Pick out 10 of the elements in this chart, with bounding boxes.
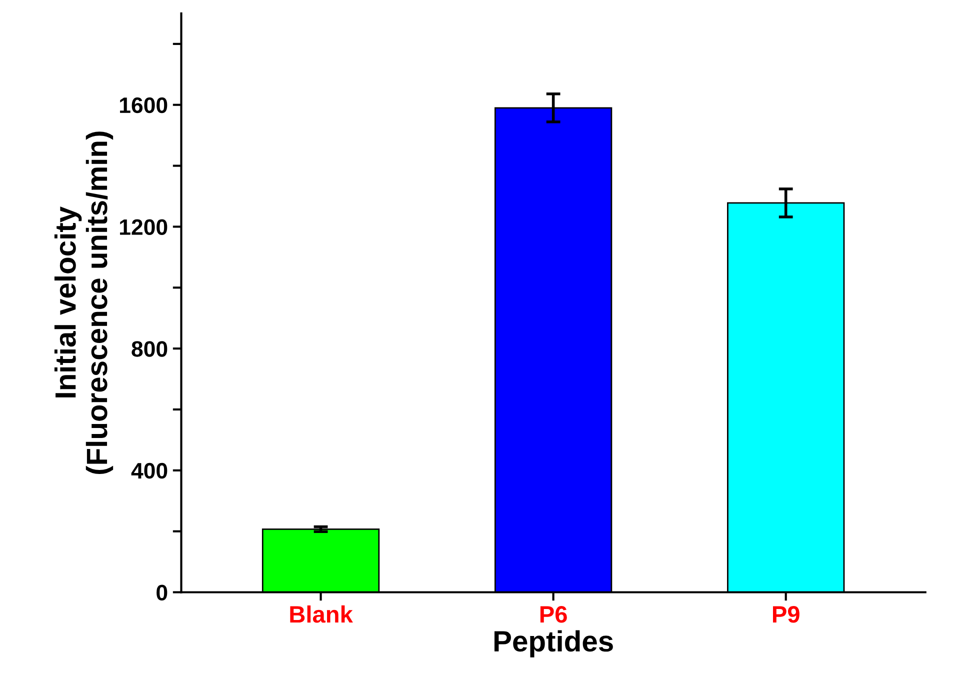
y-tick-label: 0 <box>156 584 168 601</box>
x-tick-label: P6 <box>540 606 567 623</box>
y-tick-label: 1600 <box>120 97 168 114</box>
y-axis-title: Initial velocity (Fluorescence units/min) <box>54 132 114 474</box>
y-tick-label: 1200 <box>120 219 168 235</box>
x-tick-label: Blank <box>290 605 353 623</box>
x-tick-label: P9 <box>772 606 800 623</box>
y-tick-label: 800 <box>132 341 168 357</box>
y-tick-label: 400 <box>131 462 168 479</box>
x-axis-title: Peptides <box>494 630 613 658</box>
